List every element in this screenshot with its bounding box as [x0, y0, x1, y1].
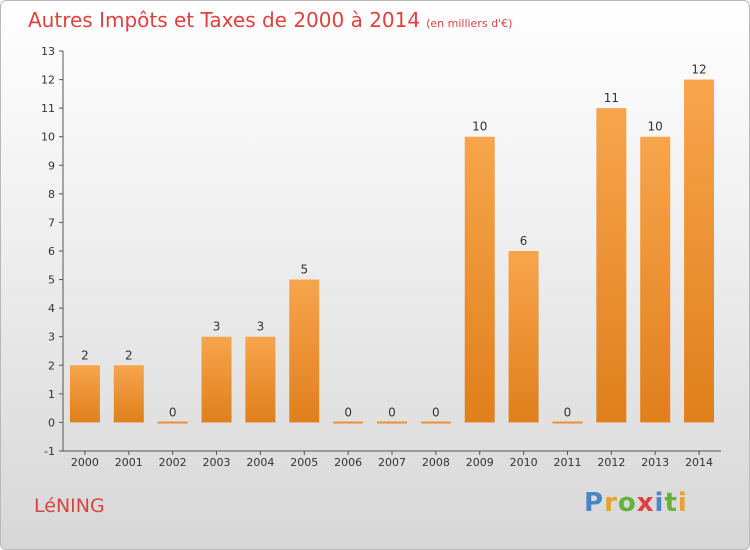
y-tick-label: 0 — [48, 416, 55, 429]
data-label: 0 — [564, 405, 572, 419]
x-tick-label: 2005 — [290, 456, 318, 469]
data-label: 3 — [257, 320, 265, 334]
bar — [508, 251, 539, 423]
data-label: 0 — [344, 405, 352, 419]
data-label: 2 — [81, 348, 89, 362]
logo-letter: P — [584, 488, 605, 518]
x-tick-label: 2009 — [466, 456, 494, 469]
x-tick-label: 2008 — [422, 456, 450, 469]
y-tick-label: 5 — [48, 274, 55, 287]
data-label: 10 — [472, 120, 487, 134]
x-tick-label: 2000 — [71, 456, 99, 469]
bar — [333, 421, 364, 424]
x-tick-label: 2011 — [553, 456, 581, 469]
bar — [201, 336, 232, 423]
logo-letter: o — [617, 488, 637, 518]
data-label: 0 — [388, 405, 396, 419]
data-label: 0 — [169, 405, 177, 419]
y-tick-label: 11 — [41, 102, 55, 115]
x-tick-label: 2004 — [246, 456, 274, 469]
data-label: 5 — [300, 263, 308, 277]
x-tick-label: 2014 — [685, 456, 713, 469]
x-tick-label: 2013 — [641, 456, 669, 469]
title-text: Autres Impôts et Taxes de 2000 à 2014 — [28, 8, 421, 32]
data-label: 2 — [125, 348, 133, 362]
x-tick-label: 2002 — [159, 456, 187, 469]
y-tick-label: 2 — [48, 359, 55, 372]
y-tick-label: 3 — [48, 331, 55, 344]
x-tick-label: 2012 — [597, 456, 625, 469]
logo-letter: i — [677, 488, 688, 518]
bar — [596, 108, 627, 423]
x-tick-label: 2010 — [510, 456, 538, 469]
y-tick-label: 1 — [48, 388, 55, 401]
commune-name: LéNING — [34, 495, 105, 517]
data-label: 11 — [604, 91, 619, 105]
bar — [420, 421, 451, 424]
chart-subtitle: (en milliers d'€) — [426, 17, 513, 30]
logo-letter: x — [636, 488, 655, 518]
proxiti-logo: Proxiti — [584, 488, 688, 518]
bar — [69, 365, 100, 423]
bar — [684, 79, 715, 423]
x-tick-label: 2003 — [203, 456, 231, 469]
x-tick-label: 2007 — [378, 456, 406, 469]
y-tick-label: 12 — [41, 74, 55, 87]
y-tick-label: 13 — [41, 45, 55, 58]
bar — [640, 136, 671, 423]
bar — [377, 421, 407, 424]
data-label: 10 — [648, 120, 663, 134]
chart-title: Autres Impôts et Taxes de 2000 à 2014 (en… — [28, 8, 512, 32]
bar — [464, 136, 495, 423]
data-label: 6 — [520, 234, 528, 248]
bar — [289, 279, 320, 423]
logo-letter: t — [664, 488, 678, 518]
data-label: 12 — [691, 63, 706, 77]
y-tick-label: 7 — [48, 216, 55, 229]
x-tick-label: 2001 — [115, 456, 143, 469]
logo-letter: i — [654, 488, 665, 518]
y-tick-label: 10 — [41, 131, 55, 144]
y-tick-label: 4 — [48, 302, 55, 315]
data-label: 0 — [432, 405, 440, 419]
data-label: 3 — [213, 320, 221, 334]
y-tick-label: -1 — [44, 445, 55, 458]
bar — [113, 365, 144, 423]
bar — [245, 336, 276, 423]
bar — [157, 421, 188, 424]
y-tick-label: 6 — [48, 245, 55, 258]
y-tick-label: 9 — [48, 159, 55, 172]
logo-letter: r — [604, 488, 618, 518]
y-tick-label: 8 — [48, 188, 55, 201]
x-tick-label: 2006 — [334, 456, 362, 469]
bar — [552, 421, 583, 424]
